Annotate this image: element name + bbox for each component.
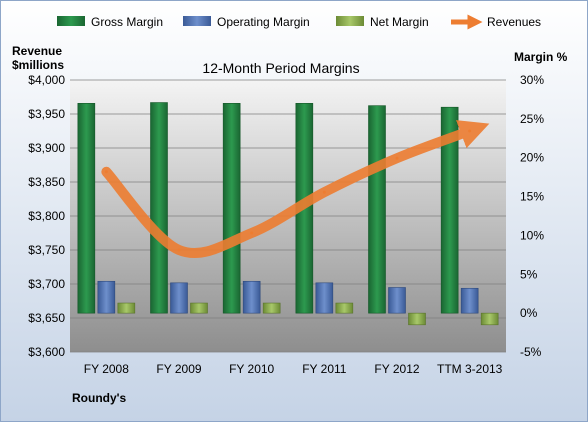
- category-label: FY 2009: [156, 362, 201, 376]
- legend-swatch-gross: [57, 16, 85, 26]
- revenue-point: [104, 170, 108, 174]
- right-tick-label: 20%: [520, 151, 544, 165]
- right-tick-label: 25%: [520, 112, 544, 126]
- left-tick-label: $3,850: [28, 175, 65, 189]
- operating-margin-bar: [388, 287, 406, 314]
- gross-margin-bar: [222, 103, 241, 314]
- right-tick-label: -5%: [520, 345, 542, 359]
- operating-margin-bar: [170, 282, 188, 314]
- left-tick-label: $3,950: [28, 107, 65, 121]
- category-label: FY 2008: [84, 362, 129, 376]
- right-tick-label: 30%: [520, 73, 544, 87]
- net-margin-bar: [262, 302, 281, 314]
- left-axis-title-line1: Revenue: [12, 44, 62, 58]
- left-tick-label: $3,900: [28, 141, 65, 155]
- legend: Gross Margin Operating Margin Net Margin…: [57, 14, 541, 30]
- legend-label-revenues: Revenues: [487, 15, 541, 29]
- left-tick-label: $4,000: [28, 73, 65, 87]
- operating-margin-bar: [315, 282, 334, 314]
- category-label: FY 2012: [374, 362, 419, 376]
- revenue-point: [395, 156, 399, 160]
- net-margin-bar: [335, 302, 354, 314]
- right-tick-label: 15%: [520, 190, 544, 204]
- operating-margin-bar: [97, 280, 116, 314]
- category-label: FY 2010: [229, 362, 274, 376]
- axes-group: $3,600 $3,650 $3,700 $3,750 $3,800 $3,850 $3,9…: [28, 73, 544, 376]
- right-tick-label: 5%: [520, 267, 538, 281]
- gross-margin-bar: [77, 103, 96, 314]
- operating-margin-bar: [242, 280, 261, 314]
- right-tick-label: 0%: [520, 306, 538, 320]
- left-axis-title-line2: $millions: [12, 58, 64, 72]
- left-tick-label: $3,750: [28, 243, 65, 257]
- revenue-point: [468, 129, 472, 133]
- left-tick-label: $3,600: [28, 345, 65, 359]
- revenue-line-group: [101, 120, 490, 259]
- legend-label-operating: Operating Margin: [217, 15, 310, 29]
- legend-swatch-operating: [183, 16, 211, 26]
- category-label: TTM 3-2013: [437, 362, 503, 376]
- legend-label-gross: Gross Margin: [91, 15, 163, 29]
- left-tick-label: $3,700: [28, 277, 65, 291]
- left-tick-label: $3,800: [28, 209, 65, 223]
- right-axis-title: Margin %: [514, 50, 568, 64]
- gridlines: [70, 79, 506, 353]
- gross-margin-bar: [368, 105, 386, 314]
- legend-swatch-net: [336, 16, 364, 26]
- revenue-point: [322, 190, 326, 194]
- left-tick-label: $3,650: [28, 311, 65, 325]
- net-margin-bar: [408, 312, 426, 326]
- revenue-point: [177, 248, 181, 252]
- category-label: FY 2011: [302, 362, 347, 376]
- net-margin-bar: [117, 302, 136, 314]
- net-margin-bar: [190, 302, 208, 314]
- legend-label-net: Net Margin: [370, 15, 429, 29]
- revenue-point: [250, 231, 254, 235]
- net-margin-bar: [480, 312, 499, 326]
- operating-margin-bar: [460, 287, 479, 314]
- bar-series-group: [77, 102, 499, 326]
- gross-margin-bar: [150, 102, 168, 314]
- gross-margin-bar: [440, 106, 459, 314]
- right-tick-label: 10%: [520, 228, 544, 242]
- chart-title: 12-Month Period Margins: [202, 60, 359, 76]
- revenue-line: [101, 120, 490, 259]
- footer-company: Roundy's: [72, 391, 127, 405]
